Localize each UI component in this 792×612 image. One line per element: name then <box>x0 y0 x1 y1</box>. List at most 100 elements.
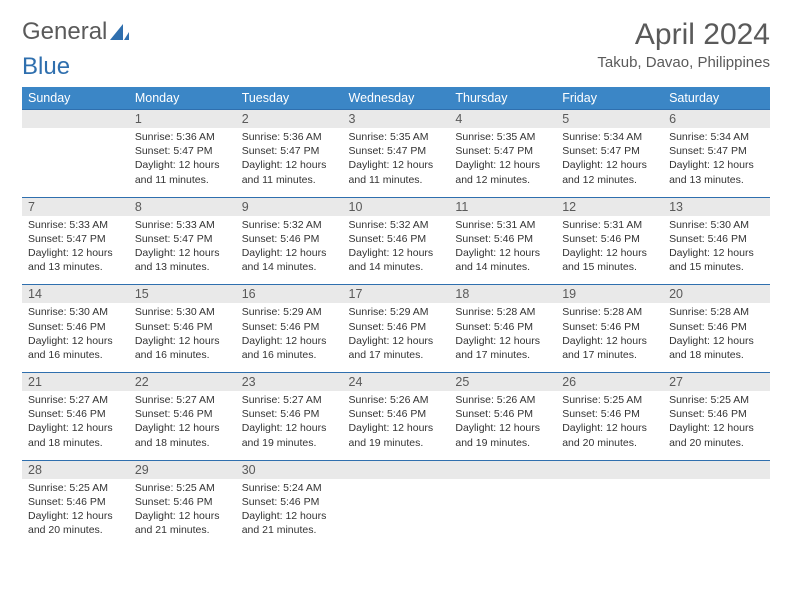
daylight-text: Daylight: 12 hours <box>28 334 123 348</box>
sunset-text: Sunset: 5:46 PM <box>28 320 123 334</box>
weekday-header: Wednesday <box>343 87 450 110</box>
daylight-text: Daylight: 12 hours <box>669 246 764 260</box>
day-details-cell: Sunrise: 5:27 AMSunset: 5:46 PMDaylight:… <box>129 391 236 460</box>
daylight-text: Daylight: 12 hours <box>242 246 337 260</box>
day-details-row: Sunrise: 5:27 AMSunset: 5:46 PMDaylight:… <box>22 391 770 460</box>
day-number-cell: 24 <box>343 373 450 392</box>
sunset-text: Sunset: 5:46 PM <box>562 320 657 334</box>
sunset-text: Sunset: 5:46 PM <box>669 407 764 421</box>
day-details-cell <box>449 479 556 548</box>
sunrise-text: Sunrise: 5:27 AM <box>28 393 123 407</box>
sunset-text: Sunset: 5:47 PM <box>455 144 550 158</box>
day-number-cell: 29 <box>129 460 236 479</box>
sunset-text: Sunset: 5:47 PM <box>28 232 123 246</box>
day-number-cell: 3 <box>343 110 450 129</box>
day-number-cell: 14 <box>22 285 129 304</box>
day-number-cell <box>449 460 556 479</box>
daylight-text: Daylight: 12 hours <box>562 421 657 435</box>
daylight-text: Daylight: 12 hours <box>242 421 337 435</box>
sunset-text: Sunset: 5:46 PM <box>242 495 337 509</box>
sunrise-text: Sunrise: 5:30 AM <box>28 305 123 319</box>
daylight-text: and 14 minutes. <box>242 260 337 274</box>
weekday-header: Monday <box>129 87 236 110</box>
day-details-cell <box>22 128 129 197</box>
daylight-text: and 11 minutes. <box>135 173 230 187</box>
day-number-cell: 26 <box>556 373 663 392</box>
daylight-text: Daylight: 12 hours <box>562 246 657 260</box>
daylight-text: Daylight: 12 hours <box>349 421 444 435</box>
sunset-text: Sunset: 5:46 PM <box>135 320 230 334</box>
day-details-cell: Sunrise: 5:25 AMSunset: 5:46 PMDaylight:… <box>129 479 236 548</box>
day-number-row: 21222324252627 <box>22 373 770 392</box>
day-details-cell: Sunrise: 5:30 AMSunset: 5:46 PMDaylight:… <box>22 303 129 372</box>
daylight-text: Daylight: 12 hours <box>28 246 123 260</box>
daylight-text: Daylight: 12 hours <box>562 158 657 172</box>
day-details-cell: Sunrise: 5:34 AMSunset: 5:47 PMDaylight:… <box>556 128 663 197</box>
daylight-text: Daylight: 12 hours <box>349 334 444 348</box>
daylight-text: Daylight: 12 hours <box>455 246 550 260</box>
sunrise-text: Sunrise: 5:27 AM <box>242 393 337 407</box>
day-number-row: 282930 <box>22 460 770 479</box>
sunrise-text: Sunrise: 5:35 AM <box>455 130 550 144</box>
daylight-text: Daylight: 12 hours <box>135 334 230 348</box>
day-number-cell: 30 <box>236 460 343 479</box>
sunset-text: Sunset: 5:46 PM <box>455 407 550 421</box>
daylight-text: and 13 minutes. <box>28 260 123 274</box>
sunset-text: Sunset: 5:46 PM <box>349 407 444 421</box>
sunrise-text: Sunrise: 5:25 AM <box>669 393 764 407</box>
day-details-row: Sunrise: 5:25 AMSunset: 5:46 PMDaylight:… <box>22 479 770 548</box>
weekday-header: Thursday <box>449 87 556 110</box>
daylight-text: Daylight: 12 hours <box>455 421 550 435</box>
day-number-cell: 13 <box>663 197 770 216</box>
daylight-text: and 11 minutes. <box>242 173 337 187</box>
daylight-text: Daylight: 12 hours <box>242 334 337 348</box>
day-number-cell: 16 <box>236 285 343 304</box>
daylight-text: and 20 minutes. <box>562 436 657 450</box>
daylight-text: and 21 minutes. <box>242 523 337 537</box>
daylight-text: and 14 minutes. <box>349 260 444 274</box>
day-number-cell: 4 <box>449 110 556 129</box>
day-number-cell: 8 <box>129 197 236 216</box>
sunset-text: Sunset: 5:46 PM <box>242 407 337 421</box>
sunrise-text: Sunrise: 5:33 AM <box>28 218 123 232</box>
daylight-text: Daylight: 12 hours <box>28 509 123 523</box>
month-title: April 2024 <box>597 18 770 52</box>
sunrise-text: Sunrise: 5:28 AM <box>669 305 764 319</box>
sunset-text: Sunset: 5:46 PM <box>28 407 123 421</box>
daylight-text: and 17 minutes. <box>455 348 550 362</box>
day-details-cell: Sunrise: 5:36 AMSunset: 5:47 PMDaylight:… <box>129 128 236 197</box>
daylight-text: Daylight: 12 hours <box>135 509 230 523</box>
daylight-text: Daylight: 12 hours <box>349 246 444 260</box>
daylight-text: and 16 minutes. <box>242 348 337 362</box>
sunrise-text: Sunrise: 5:26 AM <box>349 393 444 407</box>
daylight-text: Daylight: 12 hours <box>455 158 550 172</box>
sunset-text: Sunset: 5:46 PM <box>669 320 764 334</box>
day-details-cell: Sunrise: 5:33 AMSunset: 5:47 PMDaylight:… <box>22 216 129 285</box>
sunset-text: Sunset: 5:46 PM <box>562 407 657 421</box>
day-number-row: 14151617181920 <box>22 285 770 304</box>
sunset-text: Sunset: 5:47 PM <box>562 144 657 158</box>
sunrise-text: Sunrise: 5:30 AM <box>669 218 764 232</box>
daylight-text: and 15 minutes. <box>669 260 764 274</box>
day-details-cell <box>556 479 663 548</box>
day-details-cell <box>663 479 770 548</box>
calendar-body: 123456Sunrise: 5:36 AMSunset: 5:47 PMDay… <box>22 110 770 548</box>
day-details-cell: Sunrise: 5:31 AMSunset: 5:46 PMDaylight:… <box>449 216 556 285</box>
daylight-text: and 19 minutes. <box>242 436 337 450</box>
day-details-cell: Sunrise: 5:28 AMSunset: 5:46 PMDaylight:… <box>663 303 770 372</box>
daylight-text: and 18 minutes. <box>28 436 123 450</box>
day-details-cell: Sunrise: 5:29 AMSunset: 5:46 PMDaylight:… <box>343 303 450 372</box>
day-number-cell: 27 <box>663 373 770 392</box>
day-number-row: 123456 <box>22 110 770 129</box>
day-number-row: 78910111213 <box>22 197 770 216</box>
daylight-text: and 11 minutes. <box>349 173 444 187</box>
sunset-text: Sunset: 5:46 PM <box>349 232 444 246</box>
sunset-text: Sunset: 5:46 PM <box>242 232 337 246</box>
day-details-cell: Sunrise: 5:28 AMSunset: 5:46 PMDaylight:… <box>449 303 556 372</box>
sunrise-text: Sunrise: 5:31 AM <box>455 218 550 232</box>
sunrise-text: Sunrise: 5:24 AM <box>242 481 337 495</box>
day-number-cell: 6 <box>663 110 770 129</box>
day-number-cell <box>343 460 450 479</box>
daylight-text: and 20 minutes. <box>669 436 764 450</box>
daylight-text: Daylight: 12 hours <box>669 421 764 435</box>
